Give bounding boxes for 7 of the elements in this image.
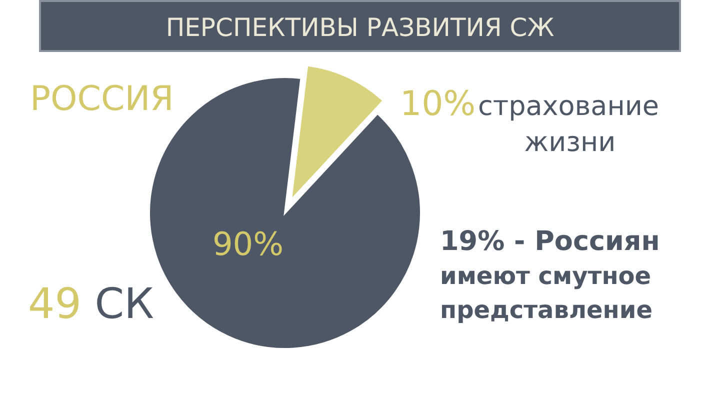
data-label: 10% xyxy=(400,84,476,124)
text: 49 СК xyxy=(28,279,154,328)
data-label: 90% xyxy=(212,225,284,263)
chart-title: ПЕРСПЕКТИВЫ РАЗВИТИЯ СЖ xyxy=(166,13,554,42)
text: РОССИЯ xyxy=(30,79,174,119)
slice-label: страхование жизни xyxy=(478,91,660,158)
text: 19% - Россиян имеют смутное представление xyxy=(440,226,660,324)
